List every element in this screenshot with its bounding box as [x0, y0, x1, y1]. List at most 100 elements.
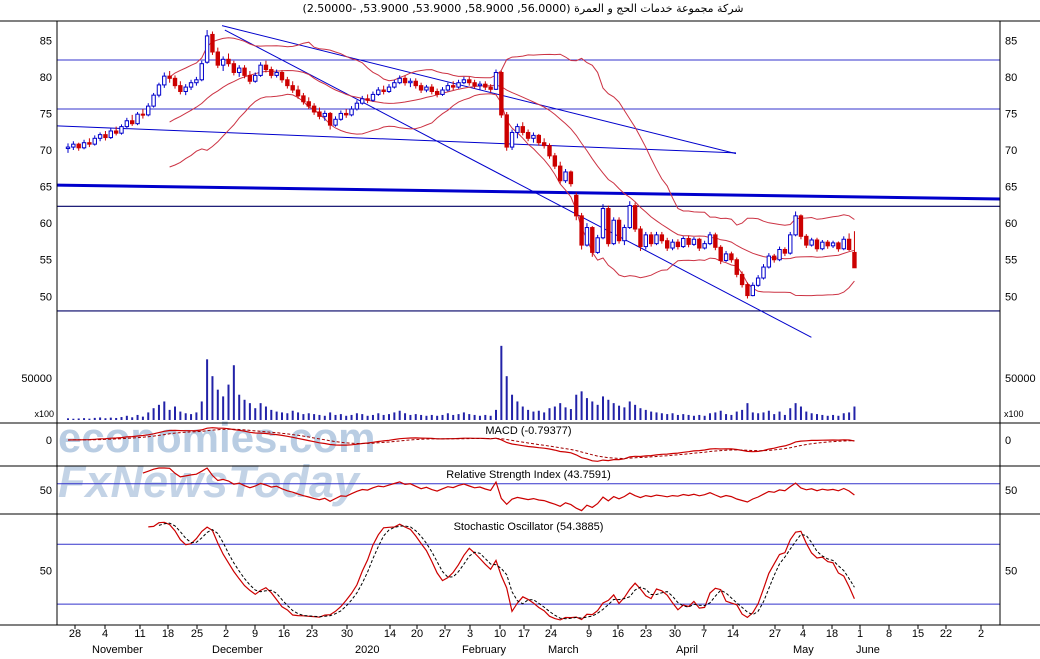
stoch-axis-label-right: 50: [1005, 566, 1017, 578]
candle-body: [713, 234, 718, 248]
candle-body: [654, 234, 659, 245]
volume-bar: [478, 415, 481, 420]
candle-body: [290, 85, 295, 91]
candle-body: [258, 64, 263, 76]
candle-body: [761, 266, 766, 279]
candle-body: [162, 75, 167, 86]
candle-body: [92, 137, 97, 145]
stoch-title: Stochastic Oscillator (54.3885): [454, 521, 604, 533]
candle-body: [531, 134, 536, 139]
volume-bar: [141, 416, 144, 420]
date-tick-label: 18: [826, 628, 838, 640]
volume-bar: [580, 391, 583, 420]
volume-bar: [585, 398, 588, 420]
volume-bar: [703, 415, 706, 420]
candle-body: [782, 248, 788, 254]
macd-axis-label-left: 0: [46, 435, 52, 447]
volume-bar: [446, 413, 449, 420]
candle-body: [413, 80, 418, 87]
candle-body: [194, 79, 199, 84]
candle-body: [702, 243, 707, 249]
candle-body: [124, 120, 130, 128]
volume-bar: [297, 412, 300, 420]
volume-bar: [676, 414, 679, 420]
candle-body: [215, 51, 221, 66]
volume-bar: [821, 414, 824, 420]
volume-bar: [607, 399, 610, 420]
volume-bar: [168, 409, 171, 420]
candle-body: [445, 85, 451, 91]
candle-body: [675, 241, 681, 248]
candle-body: [103, 134, 108, 139]
volume-bar: [725, 414, 728, 420]
candle-body: [365, 98, 370, 101]
volume-bar: [404, 413, 407, 420]
candle-body: [563, 171, 568, 182]
candle-body: [461, 79, 467, 84]
date-tick-label: 27: [439, 628, 451, 640]
candle-body: [285, 79, 290, 87]
volume-bar: [264, 406, 267, 420]
candle-body: [247, 74, 253, 82]
candle-body: [76, 143, 81, 149]
volume-bar: [778, 411, 781, 420]
volume-axis-label-right: 50000: [1005, 373, 1036, 385]
volume-bar: [302, 414, 305, 420]
candle-body: [536, 134, 541, 144]
candle-body: [750, 284, 755, 297]
volume-bar: [281, 412, 283, 420]
candle-body: [322, 112, 328, 117]
candle-body: [456, 82, 461, 88]
volume-bar: [714, 412, 717, 420]
candle-body: [349, 108, 354, 116]
price-axis-label-left: 50: [40, 291, 52, 303]
macd-title: MACD (-0.79377): [485, 425, 571, 437]
price-axis-label-left: 85: [40, 35, 52, 47]
candle-body: [408, 80, 413, 84]
date-tick-label: 11: [134, 628, 145, 640]
volume-bar: [420, 414, 423, 420]
candle-body: [130, 120, 135, 125]
volume-bar: [83, 418, 86, 420]
candle-body: [622, 227, 627, 242]
month-label: March: [548, 644, 579, 656]
volume-bar: [660, 413, 663, 420]
volume-axis-label-left: 50000: [21, 373, 52, 385]
rsi-line: [142, 467, 855, 512]
volume-bar: [211, 376, 214, 420]
volume-bar: [441, 414, 444, 420]
volume-bar: [136, 414, 139, 420]
candle-body: [311, 105, 317, 113]
candle-body: [681, 238, 686, 248]
volume-bar: [77, 418, 80, 420]
candle-body: [734, 259, 739, 275]
bollinger-upper-band: [169, 37, 855, 226]
volume-bar: [521, 406, 524, 420]
candle-body: [135, 113, 140, 125]
candle-body: [777, 248, 782, 261]
candle-body: [360, 98, 365, 104]
candle-body: [515, 126, 520, 133]
candle-body: [477, 83, 483, 87]
volume-bar: [184, 413, 187, 420]
volume-bar: [505, 376, 508, 420]
candle-body: [729, 253, 734, 261]
volume-bar: [462, 412, 465, 420]
candle-body: [167, 75, 172, 79]
price-axis-label-right: 80: [1005, 72, 1017, 84]
volume-bar: [323, 415, 326, 420]
candle-body: [638, 228, 643, 248]
volume-multiplier-right: x100: [1004, 409, 1024, 419]
price-axis-label-left: 80: [40, 72, 52, 84]
date-tick-label: 22: [940, 628, 952, 640]
candle-body: [600, 208, 606, 239]
volume-bar: [67, 418, 69, 420]
candle-body: [541, 142, 547, 147]
volume-bar: [232, 365, 235, 420]
candle-body: [210, 33, 215, 53]
candle-body: [424, 86, 429, 91]
price-axis-label-left: 75: [40, 108, 52, 120]
candle-body: [156, 84, 162, 96]
volume-bar: [484, 414, 487, 420]
candle-body: [739, 273, 745, 286]
